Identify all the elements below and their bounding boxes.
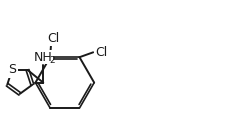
Text: S: S [8, 64, 16, 77]
Text: Cl: Cl [94, 46, 107, 59]
Text: NH: NH [34, 51, 52, 64]
Text: 2: 2 [49, 56, 55, 65]
Text: Cl: Cl [47, 32, 59, 45]
